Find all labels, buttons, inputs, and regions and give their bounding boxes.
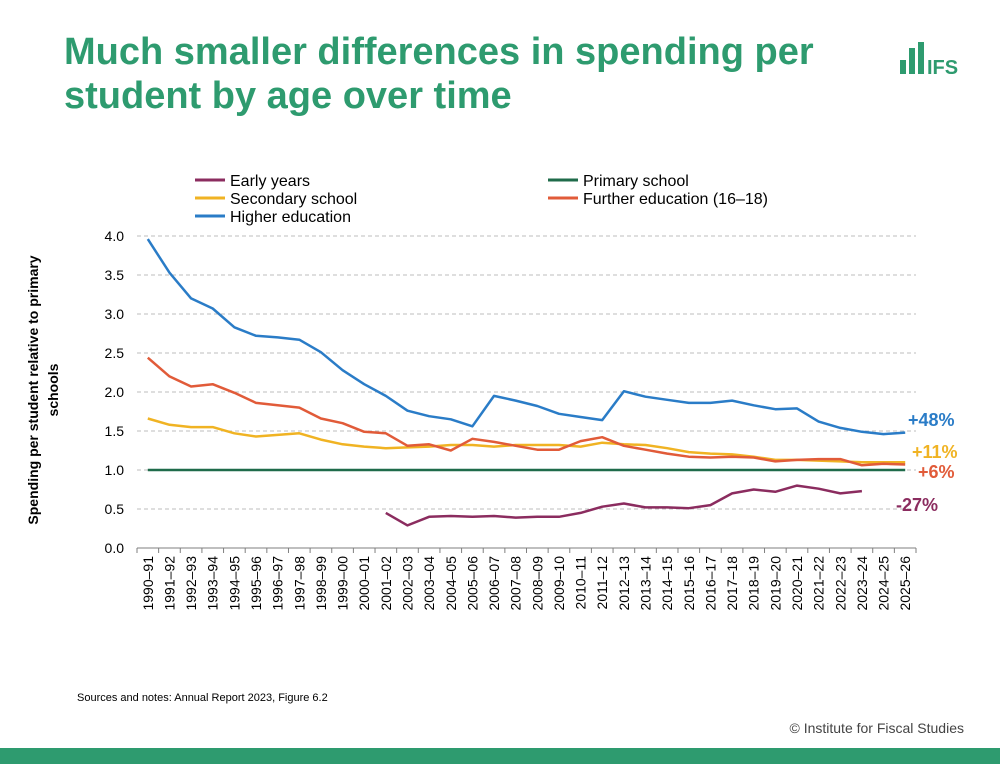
legend-item-primary: Primary school [548,173,689,190]
x-tick-label: 1991–92 [161,556,177,611]
y-tick-label: 1.0 [105,462,125,478]
x-tick-label: 2017–18 [724,556,740,611]
y-tick-label: 0.0 [105,540,125,556]
x-tick-label: 2024–25 [876,556,892,611]
x-tick-label: 2009–10 [551,556,567,611]
footer-bar [0,748,1000,764]
x-tick-label: 1996–97 [270,556,286,611]
ifs-logo: IFS [900,42,958,74]
end-label-further: +6% [918,462,955,482]
y-tick-label: 2.5 [105,345,125,361]
y-axis: 0.0 0.5 1.0 1.5 2.0 2.5 3.0 3.5 4.0 [105,228,125,556]
chart-grid [137,235,916,510]
x-tick-label: 1998–99 [313,556,329,611]
chart-series [146,238,906,527]
x-tick-label: 2021–22 [811,556,827,611]
y-tick-label: 1.5 [105,423,125,439]
spending-chart: Early years Primary school Secondary schoo… [25,173,958,611]
x-tick-label: 2007–08 [508,556,524,611]
series-line-early-years [385,484,863,527]
end-label-higher: +48% [908,410,955,430]
legend-item-early-years: Early years [195,173,310,190]
y-axis-label: Spending per student relative to primary [25,255,41,524]
x-tick-label: 2022–23 [832,556,848,611]
slide-title: Much smaller differences in spending per… [64,31,814,117]
x-tick-label: 2004–05 [443,556,459,611]
legend-label: Higher education [230,209,351,226]
x-tick-label: 1992–93 [183,556,199,611]
x-tick-label: 2018–19 [746,556,762,611]
x-tick-label: 2019–20 [767,556,783,611]
series-line-secondary-school [147,417,906,464]
x-tick-label: 2000–01 [356,556,372,611]
x-tick-label: 2013–14 [638,556,654,611]
x-tick-label: 2015–16 [681,556,697,611]
x-tick-label: 2025–26 [897,556,913,611]
x-tick-label: 2008–09 [529,556,545,611]
y-tick-label: 4.0 [105,228,125,244]
x-tick-label: 2006–07 [486,556,502,611]
x-tick-label: 1990–91 [140,556,156,611]
series-line-higher-education [146,238,906,436]
y-tick-label: 2.0 [105,384,125,400]
legend-label: Primary school [583,173,689,190]
end-label-early-years: -27% [896,495,938,515]
x-tick-label: 1995–96 [248,556,264,611]
y-tick-label: 3.5 [105,267,125,283]
legend-item-secondary: Secondary school [195,191,357,208]
x-tick-label: 2003–04 [421,556,437,611]
x-tick-label: 2002–03 [399,556,415,611]
series-line-further-education-16-18 [146,356,906,467]
legend-item-further: Further education (16–18) [548,191,768,208]
y-tick-label: 3.0 [105,306,125,322]
x-tick-label: 1999–00 [335,556,351,611]
end-labels: -27% +11%+6% +48% [896,410,958,515]
x-tick-label: 2023–24 [854,556,870,611]
x-tick-label: 2005–06 [464,556,480,611]
legend-label: Further education (16–18) [583,191,768,208]
x-tick-label: 2020–21 [789,556,805,611]
x-axis: 1990–91 1991–92 1992–93 1993–94 1994–95 1995–… [136,547,917,611]
x-tick-label: 2014–15 [659,556,675,611]
x-tick-label: 1997–98 [291,556,307,611]
x-tick-label: 2010–11 [573,556,589,610]
sources-note: Sources and notes: Annual Report 2023, F… [77,692,328,704]
ifs-logo-text: IFS [927,57,958,74]
copyright: © Institute for Fiscal Studies [789,720,965,736]
x-tick-label: 2011–12 [594,556,610,610]
legend-item-higher: Higher education [195,209,351,226]
end-label-secondary: +11% [912,442,958,462]
x-tick-label: 1993–94 [205,556,221,611]
legend-label: Secondary school [230,191,357,208]
y-axis-label-line2: schools [45,363,61,416]
legend-label: Early years [230,173,310,190]
x-tick-label: 2012–13 [616,556,632,611]
x-tick-label: 1994–95 [226,556,242,611]
chart-legend: Early years Primary school Secondary schoo… [195,173,768,226]
x-tick-label: 2016–17 [702,556,718,611]
x-tick-label: 2001–02 [378,556,394,611]
y-tick-label: 0.5 [105,501,125,517]
